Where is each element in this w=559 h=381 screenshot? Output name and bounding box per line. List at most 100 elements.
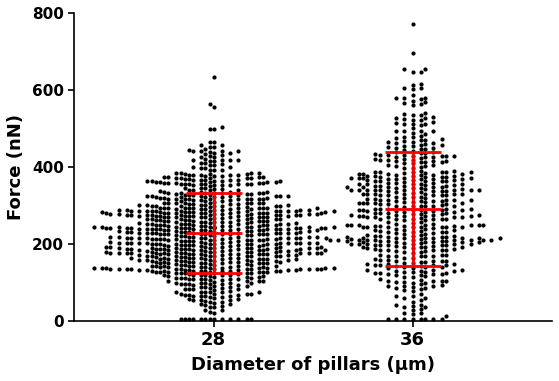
Point [209,149,218,155]
Point [429,176,438,182]
Point [188,316,197,322]
Point [466,187,475,193]
Point [416,302,425,308]
Point [383,144,392,150]
Point [420,182,429,188]
Point [342,222,351,228]
Point [400,156,409,162]
Point [371,156,380,162]
Point [383,210,392,216]
Point [217,157,226,163]
Point [296,246,305,252]
Point [172,280,181,286]
Point [242,283,251,289]
Point [458,224,467,230]
Point [201,177,210,183]
Point [263,256,272,262]
Point [383,265,392,271]
Point [392,235,401,241]
Point [234,316,243,322]
Point [400,187,409,193]
Point [159,255,168,261]
Point [197,154,206,160]
Point [449,153,458,159]
Point [371,214,380,220]
Point [400,279,409,285]
Point [449,187,458,193]
Point [321,247,330,253]
Point [416,128,425,134]
Point [242,249,251,255]
Point [197,165,206,171]
Point [292,247,301,253]
Point [159,200,168,206]
Point [126,240,135,246]
Point [271,222,280,228]
Point [164,180,173,186]
Point [383,257,392,263]
Point [188,148,197,154]
Point [420,146,429,152]
Point [383,234,392,240]
Point [392,203,401,209]
Point [441,258,450,264]
Point [255,218,264,224]
Point [271,193,280,199]
Point [201,223,210,229]
Point [408,69,417,75]
Point [184,238,193,244]
Point [209,167,218,173]
Point [234,229,243,235]
Point [429,119,438,125]
Point [363,232,372,239]
Point [400,287,409,293]
Point [180,192,189,198]
Point [416,291,425,297]
Point [247,228,255,234]
Point [184,267,193,273]
Point [188,230,197,236]
Point [441,238,450,244]
Point [276,259,285,265]
Point [400,248,409,255]
Point [217,173,226,179]
Point [226,259,235,265]
Point [263,265,272,271]
Point [201,146,210,152]
Point [242,274,251,280]
Point [205,139,214,145]
Point [135,252,144,258]
Point [441,234,450,240]
Point [151,217,160,223]
Point [159,246,168,252]
Point [188,197,197,203]
Point [226,150,235,156]
Point [184,205,193,211]
Point [363,261,372,267]
Point [122,229,131,235]
Point [197,148,206,154]
Point [205,166,214,173]
Point [226,276,235,282]
Point [292,230,301,236]
Point [441,216,450,222]
Point [159,227,168,233]
Point [147,226,156,232]
Point [408,274,417,280]
Point [217,152,226,158]
Point [197,255,206,261]
Point [242,195,251,202]
Point [371,196,380,202]
Point [392,95,401,101]
Point [151,208,160,215]
Point [441,169,450,175]
Point [259,174,268,180]
Point [400,152,409,158]
Point [400,269,409,275]
Point [172,232,181,238]
Point [209,287,218,293]
Point [201,240,210,246]
Point [363,181,372,187]
Point [296,229,305,235]
Point [312,234,321,240]
